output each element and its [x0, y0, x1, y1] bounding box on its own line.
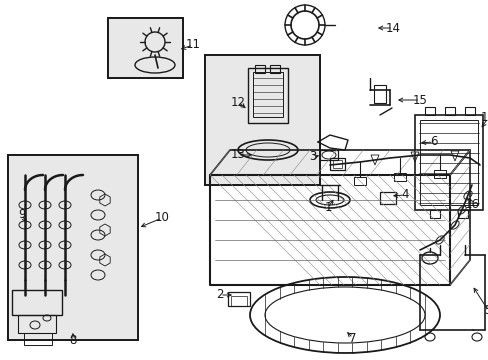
Text: 5: 5: [483, 303, 488, 316]
Text: 10: 10: [154, 211, 169, 225]
Bar: [393, 173, 405, 181]
Bar: [457, 210, 467, 218]
Bar: [8, 155, 138, 340]
Bar: [319, 150, 337, 160]
Text: 3: 3: [309, 150, 316, 163]
Text: 11: 11: [185, 39, 200, 51]
Bar: [444, 107, 454, 115]
Bar: [269, 65, 280, 73]
Bar: [332, 160, 341, 168]
Text: 12: 12: [230, 95, 245, 108]
Text: 2: 2: [216, 288, 224, 301]
Bar: [204, 55, 319, 185]
Bar: [247, 68, 287, 123]
Bar: [108, 18, 183, 78]
Bar: [414, 115, 482, 210]
Text: 8: 8: [69, 333, 77, 346]
Bar: [379, 192, 395, 204]
Bar: [204, 55, 319, 185]
Text: 1: 1: [324, 202, 331, 215]
Bar: [252, 72, 283, 117]
Bar: [373, 85, 385, 103]
Bar: [429, 210, 439, 218]
Bar: [8, 155, 138, 340]
Bar: [204, 55, 319, 185]
Bar: [227, 292, 249, 306]
Text: 6: 6: [429, 135, 437, 148]
Bar: [108, 18, 183, 78]
Bar: [108, 18, 183, 78]
Text: 16: 16: [464, 198, 479, 211]
Text: 14: 14: [385, 22, 400, 35]
Bar: [12, 290, 62, 315]
Bar: [24, 333, 52, 345]
Text: 15: 15: [412, 94, 427, 107]
Text: 7: 7: [348, 332, 356, 345]
Bar: [424, 107, 434, 115]
Text: 4: 4: [401, 189, 408, 202]
Bar: [464, 107, 474, 115]
Bar: [433, 170, 445, 178]
Bar: [353, 177, 365, 185]
Bar: [18, 315, 56, 333]
Bar: [8, 155, 138, 340]
Bar: [230, 296, 246, 306]
Text: 9: 9: [18, 208, 26, 221]
Text: 13: 13: [230, 148, 245, 162]
Bar: [254, 65, 264, 73]
Text: 18: 18: [480, 112, 488, 125]
Bar: [329, 158, 345, 170]
Bar: [419, 120, 477, 205]
